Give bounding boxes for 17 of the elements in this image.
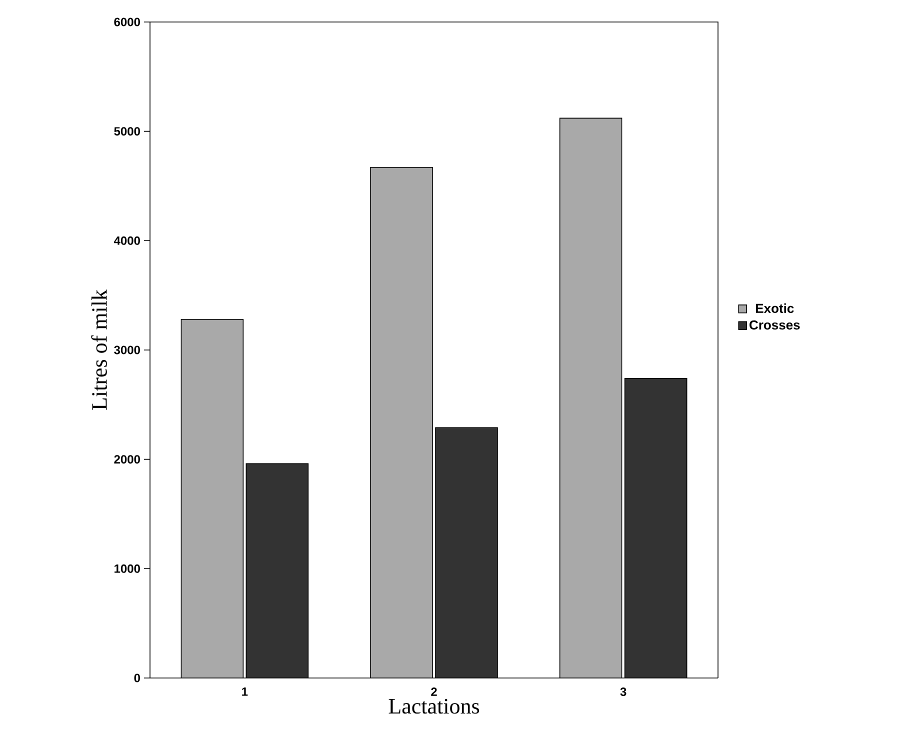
y-tick-label: 0 [134,674,140,682]
y-tick-label: 5000 [114,127,140,136]
y-tick-label: 1000 [114,564,140,573]
y-axis-title: Litres of milk [91,289,107,410]
bar [246,464,308,678]
legend-label: Exotic [756,303,794,313]
x-tick-label: 1 [242,688,248,696]
x-axis-title: Lactations [388,698,480,714]
bar [624,378,688,678]
y-tick-label: 2000 [114,455,140,464]
y-tick-label: 6000 [114,18,140,26]
x-tick-label: 2 [431,688,437,696]
legend-label: Crosses [750,320,800,330]
x-tick-label: 3 [620,688,626,696]
bar [436,428,498,678]
y-tick-label: 4000 [114,236,140,245]
y-tick-label: 3000 [114,346,140,354]
